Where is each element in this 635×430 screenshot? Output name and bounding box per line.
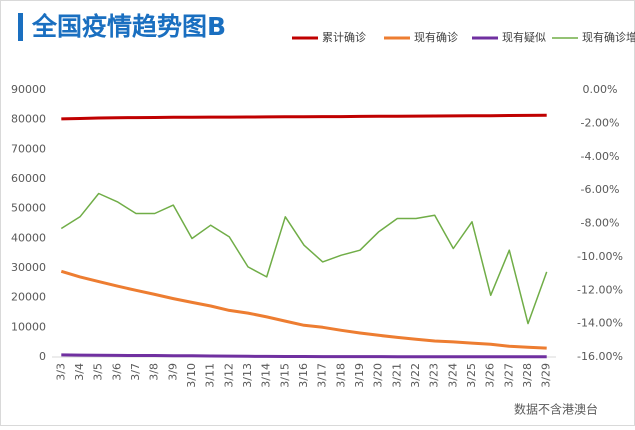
x-tick-label: 3/8 bbox=[148, 363, 161, 381]
y2-tick-label: -16.00% bbox=[577, 350, 623, 363]
x-tick-label: 3/12 bbox=[222, 363, 235, 388]
y-tick-label: 50000 bbox=[11, 202, 46, 215]
legend-label: 现有确诊增速 bbox=[582, 30, 635, 44]
x-tick-label: 3/17 bbox=[316, 363, 329, 388]
x-tick-label: 3/9 bbox=[166, 363, 179, 381]
y2-tick-label: -2.00% bbox=[581, 116, 620, 129]
x-tick-label: 3/16 bbox=[297, 363, 310, 388]
legend-label: 现有确诊 bbox=[414, 30, 458, 44]
y2-tick-label: -6.00% bbox=[581, 183, 620, 196]
x-tick-label: 3/29 bbox=[540, 363, 553, 388]
legend-label: 现有疑似 bbox=[502, 30, 546, 44]
series-line bbox=[61, 113, 547, 121]
series-line bbox=[61, 353, 547, 359]
x-tick-label: 3/11 bbox=[204, 363, 217, 388]
y2-tick-label: -8.00% bbox=[581, 217, 620, 230]
y2-tick-label: -12.00% bbox=[577, 283, 623, 296]
title-marker bbox=[18, 13, 23, 41]
x-tick-label: 3/20 bbox=[372, 363, 385, 388]
x-tick-label: 3/22 bbox=[409, 363, 422, 388]
x-tick-label: 3/14 bbox=[260, 363, 273, 388]
x-tick-label: 3/27 bbox=[502, 363, 515, 388]
y-tick-label: 60000 bbox=[11, 172, 46, 185]
y2-tick-label: -14.00% bbox=[577, 317, 623, 330]
x-tick-label: 3/15 bbox=[278, 363, 291, 388]
y-tick-label: 20000 bbox=[11, 291, 46, 304]
chart-title: 全国疫情趋势图B bbox=[31, 12, 226, 41]
x-tick-label: 3/26 bbox=[484, 363, 497, 388]
x-tick-label: 3/24 bbox=[446, 363, 459, 388]
x-tick-label: 3/10 bbox=[185, 363, 198, 388]
y-tick-label: 40000 bbox=[11, 231, 46, 244]
x-tick-label: 3/19 bbox=[353, 363, 366, 388]
y-tick-label: 10000 bbox=[11, 320, 46, 333]
legend-label: 累计确诊 bbox=[322, 30, 366, 44]
x-tick-label: 3/4 bbox=[73, 363, 86, 381]
source-note: 数据不含港澳台 bbox=[514, 402, 598, 417]
series-line bbox=[60, 269, 547, 350]
x-tick-label: 3/28 bbox=[521, 363, 534, 388]
x-tick-label: 3/18 bbox=[334, 363, 347, 388]
x-tick-label: 3/25 bbox=[465, 363, 478, 388]
x-tick-label: 3/21 bbox=[390, 363, 403, 388]
y-tick-label: 70000 bbox=[11, 142, 46, 155]
x-tick-label: 3/6 bbox=[110, 363, 123, 381]
x-tick-label: 3/3 bbox=[54, 363, 67, 381]
x-tick-label: 3/7 bbox=[129, 363, 142, 381]
x-tick-label: 3/13 bbox=[241, 363, 254, 388]
y2-tick-label: -10.00% bbox=[577, 250, 623, 263]
y2-tick-label: -4.00% bbox=[581, 150, 620, 163]
y2-tick-label: 0.00% bbox=[583, 83, 618, 96]
y-tick-label: 80000 bbox=[11, 113, 46, 126]
y-tick-label: 0 bbox=[39, 350, 46, 363]
x-tick-label: 3/23 bbox=[428, 363, 441, 388]
series-line bbox=[60, 192, 548, 325]
y-tick-label: 90000 bbox=[11, 83, 46, 96]
y-tick-label: 30000 bbox=[11, 261, 46, 274]
x-tick-label: 3/5 bbox=[92, 363, 105, 381]
